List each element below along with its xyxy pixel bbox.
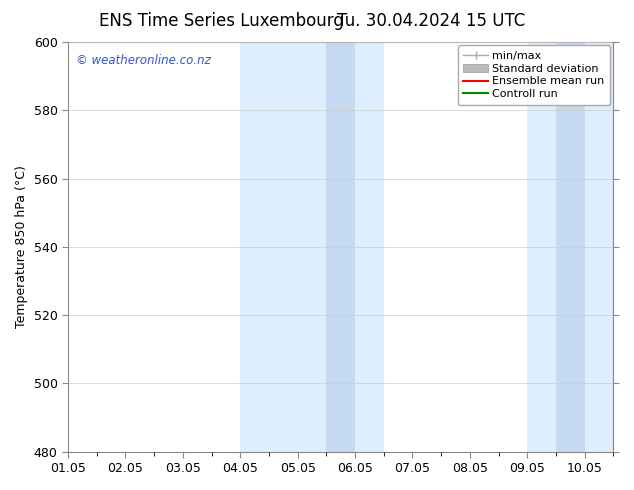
Bar <box>556 42 585 452</box>
Text: © weatheronline.co.nz: © weatheronline.co.nz <box>76 54 211 67</box>
Y-axis label: Temperature 850 hPa (°C): Temperature 850 hPa (°C) <box>15 166 28 328</box>
Text: ENS Time Series Luxembourg: ENS Time Series Luxembourg <box>100 12 344 30</box>
Bar <box>527 42 614 452</box>
Bar <box>327 42 355 452</box>
Legend: min/max, Standard deviation, Ensemble mean run, Controll run: min/max, Standard deviation, Ensemble me… <box>458 46 610 105</box>
Text: Tu. 30.04.2024 15 UTC: Tu. 30.04.2024 15 UTC <box>337 12 525 30</box>
Bar <box>240 42 384 452</box>
